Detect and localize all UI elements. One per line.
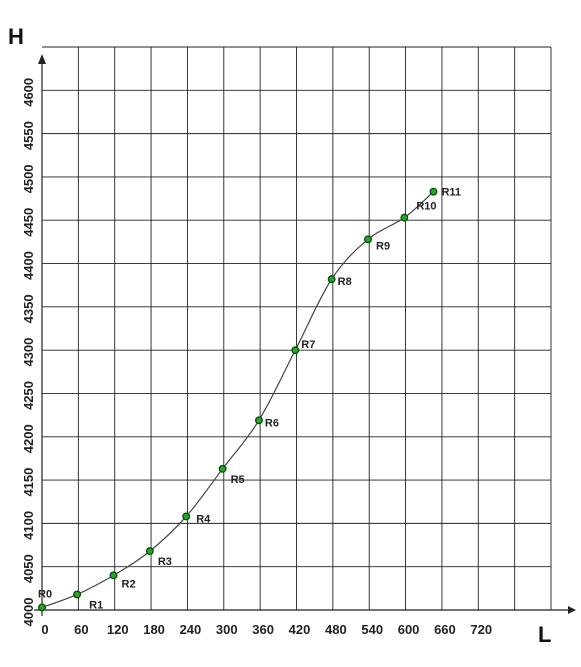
x-tick-label: 240 [180,622,202,637]
x-tick-label: 660 [434,622,456,637]
x-axis-arrow [568,606,576,614]
point-marker [38,603,46,612]
y-tick-label: 4250 [21,381,36,410]
point-label: R9 [376,240,390,252]
x-tick-label: 480 [325,622,347,637]
point-marker [145,547,154,556]
point-marker [429,187,438,196]
point-label: R8 [338,276,352,288]
grid [42,46,552,610]
y-tick-label: 4450 [21,208,36,237]
point-marker [182,512,191,521]
y-axis-label: H [8,24,24,49]
y-tick-label: 4300 [21,338,36,367]
x-tick-label: 720 [470,622,492,637]
y-tick-label: 4050 [21,554,36,583]
y-tick-label: 4000 [21,598,36,627]
point-marker [109,571,118,580]
x-tick-label: 360 [252,622,274,637]
point-label: R11 [441,187,461,199]
x-tick-label: 180 [143,622,165,637]
y-tick-label: 4400 [21,251,36,280]
series-markers [38,187,438,612]
point-label: R2 [122,578,136,590]
point-label: R5 [231,474,245,486]
x-axis-label: L [538,622,551,647]
y-tick-label: 4350 [21,294,36,323]
x-tick-label: 300 [216,622,238,637]
x-tick-label: 420 [289,622,311,637]
y-tick-label: 4100 [21,511,36,540]
y-tick-label: 4200 [21,424,36,453]
point-label: R6 [265,417,279,429]
series-line [41,191,434,608]
y-tick-label: 4150 [21,468,36,497]
point-label: R10 [416,201,436,213]
x-tick-labels: 0 60 120 180 240 300 360 420 480 540 600 660 720 [41,622,492,637]
point-label: R1 [89,599,103,611]
x-tick-label: 540 [361,622,383,637]
y-tick-label: 4600 [21,78,36,107]
point-label: R0 [38,588,52,600]
y-tick-labels: 4000 4050 4100 4150 4200 4250 4300 4350 4400 4450… [21,78,36,627]
point-marker [400,213,409,222]
point-labels: R0 R1 R2 R3 R4 R5 R6 R7 R8 R9 R10 R11 [38,187,461,612]
point-label: R4 [196,513,211,525]
x-tick-label: 120 [107,622,129,637]
point-label: R3 [158,556,172,568]
y-tick-label: 4550 [21,121,36,150]
point-marker [254,416,263,425]
y-axis-arrow [38,54,46,64]
point-label: R7 [301,339,315,351]
point-marker [73,590,82,599]
point-marker [291,346,300,355]
axes: H L [8,24,576,647]
point-marker [364,235,372,244]
x-tick-label: 600 [398,622,420,637]
x-tick-label: 0 [41,622,48,637]
point-marker [327,275,336,284]
point-marker [218,464,227,473]
y-tick-label: 4500 [21,164,36,193]
x-tick-label: 60 [74,622,88,637]
